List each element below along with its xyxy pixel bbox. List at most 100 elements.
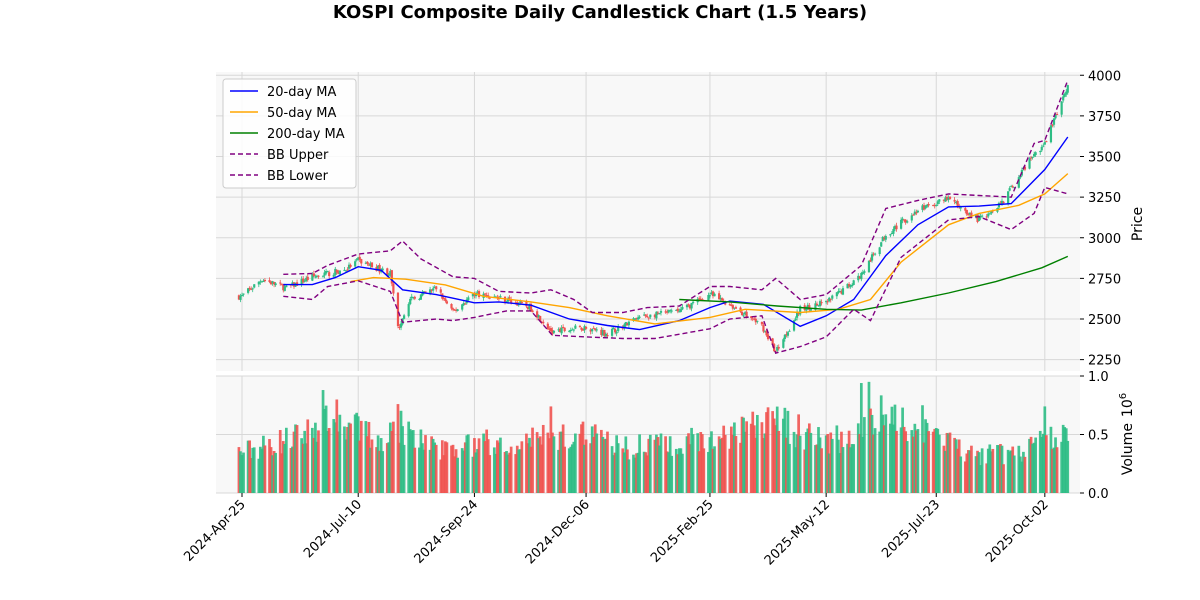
price-tick-label: 2250 [1088, 354, 1121, 369]
candle-body [690, 302, 693, 309]
candle-body [1010, 186, 1013, 188]
volume-bar [743, 431, 747, 493]
volume-bar [600, 429, 603, 493]
volume-bar [508, 452, 511, 493]
candle-body [439, 289, 442, 293]
candle-body [594, 328, 597, 331]
volume-bar [1023, 456, 1027, 493]
candle-body [471, 293, 475, 297]
volume-bar [807, 423, 811, 493]
volume-bar [942, 445, 946, 493]
volume-bar [749, 423, 753, 493]
x-tick-label: 2024-Sep-24 [412, 497, 482, 567]
legend-label: 200-day MA [267, 127, 345, 142]
candle-body [337, 271, 340, 274]
x-tick-label: 2025-Oct-02 [983, 497, 1051, 565]
candle-body [685, 304, 689, 308]
volume-bar [538, 436, 542, 493]
candle-body [633, 318, 637, 320]
candle-body [756, 320, 759, 322]
candle-body [733, 307, 736, 309]
candle-body [670, 310, 673, 312]
candle-body [591, 328, 594, 332]
volume-bar [251, 447, 255, 493]
volume-bar [786, 410, 790, 493]
volume-bar [359, 420, 363, 493]
candle-body [1029, 157, 1033, 159]
candle-body [688, 304, 692, 309]
volume-bar [775, 406, 779, 493]
volume-bar [719, 439, 722, 493]
candle-body [710, 292, 713, 295]
volume-bar [541, 424, 545, 493]
volume-bar [1022, 451, 1025, 493]
volume-bar [959, 456, 963, 493]
candle-body [734, 307, 738, 309]
volume-bar [1006, 449, 1010, 493]
volume-bar [289, 447, 293, 493]
candle-body [635, 317, 638, 319]
candle-body [910, 215, 913, 221]
volume-bar [889, 423, 892, 493]
volume-bar [1063, 427, 1067, 493]
candle-body [841, 288, 845, 295]
x-tick-label: 2024-Apr-25 [181, 497, 248, 564]
legend-label: BB Lower [267, 169, 329, 184]
candle-body [354, 261, 357, 267]
volume-bar [713, 446, 716, 493]
candle-body [305, 277, 308, 282]
volume-bar [333, 422, 337, 493]
candle-body [1051, 124, 1054, 126]
volume-bar [830, 438, 834, 493]
volume-bar [667, 452, 670, 493]
volume-bar [687, 433, 690, 493]
volume-bar [431, 438, 435, 493]
volume-bar [301, 443, 305, 493]
volume-bar [1045, 435, 1048, 493]
volume-bar [967, 450, 970, 493]
candle-body [262, 280, 265, 282]
candle-body [681, 307, 684, 310]
volume-bar [795, 434, 799, 493]
volume-bar [792, 431, 796, 493]
volume-bar [561, 424, 565, 493]
volume-bar [870, 414, 874, 493]
volume-bar [999, 444, 1002, 493]
volume-bar [517, 449, 521, 493]
volume-bar [323, 408, 326, 493]
volume-bar [997, 445, 1001, 493]
candle-body [899, 219, 903, 229]
candle-body [1034, 152, 1037, 156]
candle-body [574, 325, 577, 329]
volume-bar [314, 422, 317, 493]
volume-bar [846, 443, 849, 493]
volume-bar [963, 461, 967, 493]
volume-bar [899, 427, 903, 493]
volume-bar [271, 455, 274, 493]
volume-bar [593, 424, 597, 493]
candle-body [240, 295, 244, 297]
volume-bar [700, 434, 704, 493]
candle-body [861, 272, 864, 274]
candle-body [430, 289, 433, 291]
candle-body [636, 317, 640, 320]
volume-bar [569, 446, 573, 493]
candle-body [847, 284, 851, 287]
volume-bar [376, 435, 380, 493]
candle-body [338, 270, 341, 275]
candle-body [402, 315, 406, 319]
volume-bar [699, 432, 703, 493]
candle-body [754, 318, 757, 323]
candle-body [317, 275, 320, 277]
volume-bar [1051, 448, 1054, 493]
volume-bar [272, 451, 276, 493]
volume-bar [572, 441, 576, 493]
candle-body [814, 303, 817, 310]
volume-bar [482, 433, 485, 493]
candle-body [977, 216, 981, 221]
candle-body [765, 330, 768, 336]
candle-body [528, 303, 531, 310]
candle-body [794, 318, 797, 321]
volume-bar [685, 436, 689, 493]
volume-bar [979, 465, 982, 493]
